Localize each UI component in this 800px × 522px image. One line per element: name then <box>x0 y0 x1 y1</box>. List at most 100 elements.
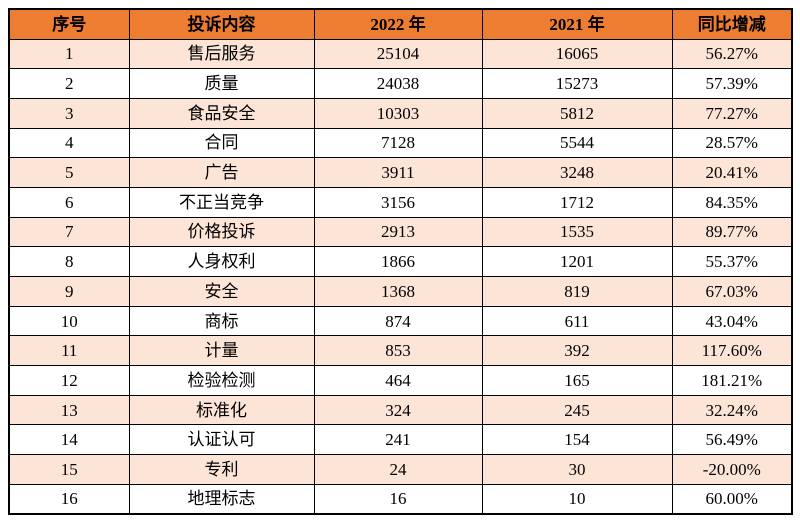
cell-change: 20.41% <box>671 157 793 188</box>
cell-content: 售后服务 <box>128 38 315 70</box>
cell-change: 67.03% <box>671 276 793 307</box>
cell-2022: 10303 <box>313 97 483 129</box>
cell-no: 9 <box>8 276 130 307</box>
cell-content: 商标 <box>128 305 315 337</box>
cell-no: 13 <box>8 394 130 426</box>
cell-content: 认证认可 <box>128 424 315 456</box>
cell-2022: 16 <box>313 483 483 515</box>
table-row: 16 地理标志 16 10 60.00% <box>8 483 793 515</box>
cell-2021: 819 <box>481 276 673 307</box>
cell-change: 117.60% <box>671 335 793 367</box>
col-header-no: 序号 <box>8 8 130 40</box>
table-row: 7 价格投诉 2913 1535 89.77% <box>8 216 793 248</box>
table-row: 4 合同 7128 5544 28.57% <box>8 127 793 159</box>
cell-content: 不正当竞争 <box>128 186 315 218</box>
cell-content: 食品安全 <box>128 97 315 129</box>
cell-content: 计量 <box>128 335 315 367</box>
table-row: 11 计量 853 392 117.60% <box>8 335 793 367</box>
cell-2022: 3156 <box>313 186 483 218</box>
cell-change: 89.77% <box>671 216 793 248</box>
table-row: 1 售后服务 25104 16065 56.27% <box>8 38 793 70</box>
cell-no: 3 <box>8 97 130 129</box>
cell-change: 84.35% <box>671 186 793 218</box>
table-row: 9 安全 1368 819 67.03% <box>8 276 793 307</box>
cell-2021: 30 <box>481 454 673 485</box>
cell-2021: 1712 <box>481 186 673 218</box>
cell-no: 6 <box>8 186 130 218</box>
cell-content: 检验检测 <box>128 365 315 396</box>
cell-change: 43.04% <box>671 305 793 337</box>
cell-2022: 324 <box>313 394 483 426</box>
cell-2022: 24038 <box>313 68 483 99</box>
col-header-change: 同比增减 <box>671 8 793 40</box>
cell-2021: 245 <box>481 394 673 426</box>
cell-2022: 1368 <box>313 276 483 307</box>
cell-no: 14 <box>8 424 130 456</box>
cell-no: 15 <box>8 454 130 485</box>
cell-no: 8 <box>8 246 130 277</box>
col-header-2021: 2021 年 <box>481 8 673 40</box>
col-header-content: 投诉内容 <box>128 8 315 40</box>
cell-2021: 165 <box>481 365 673 396</box>
cell-content: 人身权利 <box>128 246 315 277</box>
cell-2021: 611 <box>481 305 673 337</box>
cell-change: 56.27% <box>671 38 793 70</box>
col-header-2022: 2022 年 <box>313 8 483 40</box>
cell-change: 77.27% <box>671 97 793 129</box>
cell-no: 7 <box>8 216 130 248</box>
table-row: 5 广告 3911 3248 20.41% <box>8 157 793 188</box>
cell-2021: 16065 <box>481 38 673 70</box>
table-row: 6 不正当竞争 3156 1712 84.35% <box>8 186 793 218</box>
cell-2021: 15273 <box>481 68 673 99</box>
table-row: 13 标准化 324 245 32.24% <box>8 394 793 426</box>
cell-content: 地理标志 <box>128 483 315 515</box>
cell-change: 56.49% <box>671 424 793 456</box>
table-row: 3 食品安全 10303 5812 77.27% <box>8 97 793 129</box>
cell-content: 质量 <box>128 68 315 99</box>
cell-2022: 2913 <box>313 216 483 248</box>
cell-2021: 5544 <box>481 127 673 159</box>
table-row: 8 人身权利 1866 1201 55.37% <box>8 246 793 277</box>
cell-2022: 1866 <box>313 246 483 277</box>
cell-change: 57.39% <box>671 68 793 99</box>
cell-2022: 7128 <box>313 127 483 159</box>
cell-content: 标准化 <box>128 394 315 426</box>
cell-content: 安全 <box>128 276 315 307</box>
cell-2022: 3911 <box>313 157 483 188</box>
cell-content: 合同 <box>128 127 315 159</box>
cell-change: 32.24% <box>671 394 793 426</box>
cell-no: 1 <box>8 38 130 70</box>
cell-no: 12 <box>8 365 130 396</box>
cell-2021: 154 <box>481 424 673 456</box>
table-row: 14 认证认可 241 154 56.49% <box>8 424 793 456</box>
cell-no: 16 <box>8 483 130 515</box>
table-body: 1 售后服务 25104 16065 56.27% 2 质量 24038 15273 57.39%… <box>8 38 793 515</box>
cell-2021: 3248 <box>481 157 673 188</box>
cell-2022: 25104 <box>313 38 483 70</box>
table-header: 序号 投诉内容 2022 年 2021 年 同比增减 <box>8 8 793 40</box>
cell-change: 60.00% <box>671 483 793 515</box>
cell-2021: 10 <box>481 483 673 515</box>
cell-2021: 5812 <box>481 97 673 129</box>
cell-no: 2 <box>8 68 130 99</box>
cell-content: 广告 <box>128 157 315 188</box>
table-row: 2 质量 24038 15273 57.39% <box>8 68 793 99</box>
table-row: 12 检验检测 464 165 181.21% <box>8 365 793 396</box>
cell-change: 181.21% <box>671 365 793 396</box>
cell-2022: 24 <box>313 454 483 485</box>
cell-2021: 1535 <box>481 216 673 248</box>
cell-change: 55.37% <box>671 246 793 277</box>
cell-no: 4 <box>8 127 130 159</box>
cell-content: 专利 <box>128 454 315 485</box>
cell-2022: 464 <box>313 365 483 396</box>
table-row: 10 商标 874 611 43.04% <box>8 305 793 337</box>
cell-2021: 392 <box>481 335 673 367</box>
cell-change: -20.00% <box>671 454 793 485</box>
cell-no: 5 <box>8 157 130 188</box>
cell-no: 10 <box>8 305 130 337</box>
cell-content: 价格投诉 <box>128 216 315 248</box>
cell-no: 11 <box>8 335 130 367</box>
cell-2022: 853 <box>313 335 483 367</box>
cell-2021: 1201 <box>481 246 673 277</box>
